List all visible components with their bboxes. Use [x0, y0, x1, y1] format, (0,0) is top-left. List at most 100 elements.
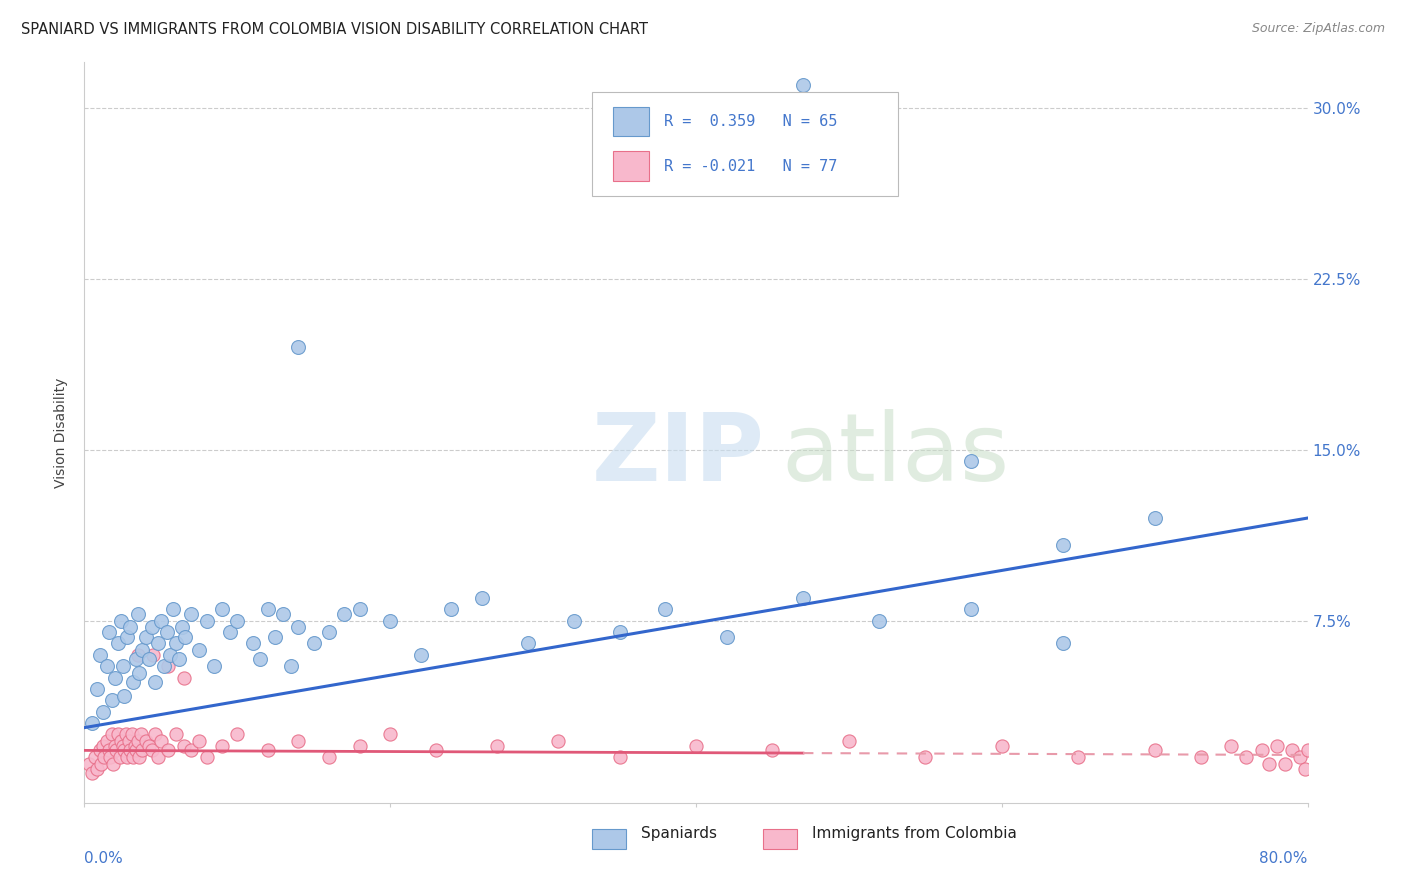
Point [128, 750, 150, 764]
Point [149, 614, 172, 628]
Point [114, 727, 136, 741]
FancyBboxPatch shape [592, 92, 898, 195]
Text: 80.0%: 80.0% [1260, 851, 1308, 865]
Point [1143, 511, 1166, 525]
Text: 0.0%: 0.0% [84, 851, 124, 865]
Point [125, 743, 148, 757]
Point [105, 743, 128, 757]
Point [104, 671, 127, 685]
Point [115, 630, 138, 644]
Point [135, 734, 157, 748]
Point [318, 624, 340, 639]
Point [271, 607, 294, 621]
Point [1274, 757, 1296, 772]
Point [111, 659, 134, 673]
Point [162, 602, 184, 616]
Point [80, 766, 103, 780]
Point [333, 607, 356, 621]
Text: SPANIARD VS IMMIGRANTS FROM COLOMBIA VISION DISABILITY CORRELATION CHART: SPANIARD VS IMMIGRANTS FROM COLOMBIA VIS… [21, 22, 648, 37]
Point [112, 743, 135, 757]
Point [1052, 636, 1074, 650]
Text: R =  0.359   N = 65: R = 0.359 N = 65 [664, 114, 838, 129]
Point [91, 705, 114, 719]
Point [242, 636, 264, 650]
Point [167, 652, 190, 666]
Bar [613, 107, 650, 136]
Bar [613, 152, 650, 181]
Point [1143, 743, 1166, 757]
Text: Spaniards: Spaniards [641, 826, 717, 840]
Point [131, 643, 153, 657]
Point [138, 739, 160, 753]
Point [188, 734, 211, 748]
Point [121, 727, 143, 741]
Point [122, 675, 145, 690]
Point [380, 614, 402, 628]
Point [264, 630, 287, 644]
Point [84, 750, 107, 764]
Point [107, 636, 129, 650]
Point [180, 743, 202, 757]
Point [761, 743, 783, 757]
Point [122, 750, 145, 764]
Point [211, 739, 233, 753]
Point [96, 659, 118, 673]
Text: ZIP: ZIP [592, 409, 765, 500]
Point [142, 648, 165, 662]
Point [1052, 538, 1074, 552]
Point [287, 620, 309, 634]
Point [115, 750, 138, 764]
Point [792, 591, 814, 605]
Point [716, 630, 738, 644]
Bar [763, 829, 797, 849]
Point [97, 743, 120, 757]
Point [131, 743, 153, 757]
Point [869, 614, 891, 628]
Point [1258, 757, 1281, 772]
Point [103, 757, 125, 772]
Point [104, 739, 127, 753]
Y-axis label: Vision Disability: Vision Disability [55, 377, 69, 488]
Point [118, 734, 141, 748]
Point [218, 624, 240, 639]
Point [202, 659, 225, 673]
Point [101, 727, 124, 741]
Point [1220, 739, 1243, 753]
Point [257, 602, 280, 616]
Point [425, 743, 447, 757]
Point [111, 739, 134, 753]
Point [157, 743, 180, 757]
Point [226, 727, 249, 741]
Point [486, 739, 509, 753]
Point [914, 750, 936, 764]
Point [112, 689, 135, 703]
Point [1067, 750, 1090, 764]
Point [173, 671, 195, 685]
Point [195, 614, 218, 628]
Point [97, 624, 120, 639]
Point [195, 750, 218, 764]
Point [91, 739, 114, 753]
Point [159, 648, 181, 662]
Point [516, 636, 538, 650]
Point [1289, 750, 1312, 764]
Point [127, 734, 149, 748]
Point [93, 750, 115, 764]
Point [991, 739, 1014, 753]
Point [86, 681, 108, 696]
Point [110, 734, 132, 748]
Text: R = -0.021   N = 77: R = -0.021 N = 77 [664, 159, 838, 174]
Point [108, 750, 131, 764]
Bar [592, 829, 626, 849]
Point [101, 693, 124, 707]
Point [409, 648, 432, 662]
Point [77, 757, 100, 772]
Point [1250, 743, 1272, 757]
Point [96, 734, 118, 748]
Point [960, 602, 983, 616]
Point [226, 614, 249, 628]
Point [654, 602, 676, 616]
Text: ZIP: ZIP [592, 409, 765, 500]
Point [1236, 750, 1258, 764]
Point [960, 454, 983, 468]
